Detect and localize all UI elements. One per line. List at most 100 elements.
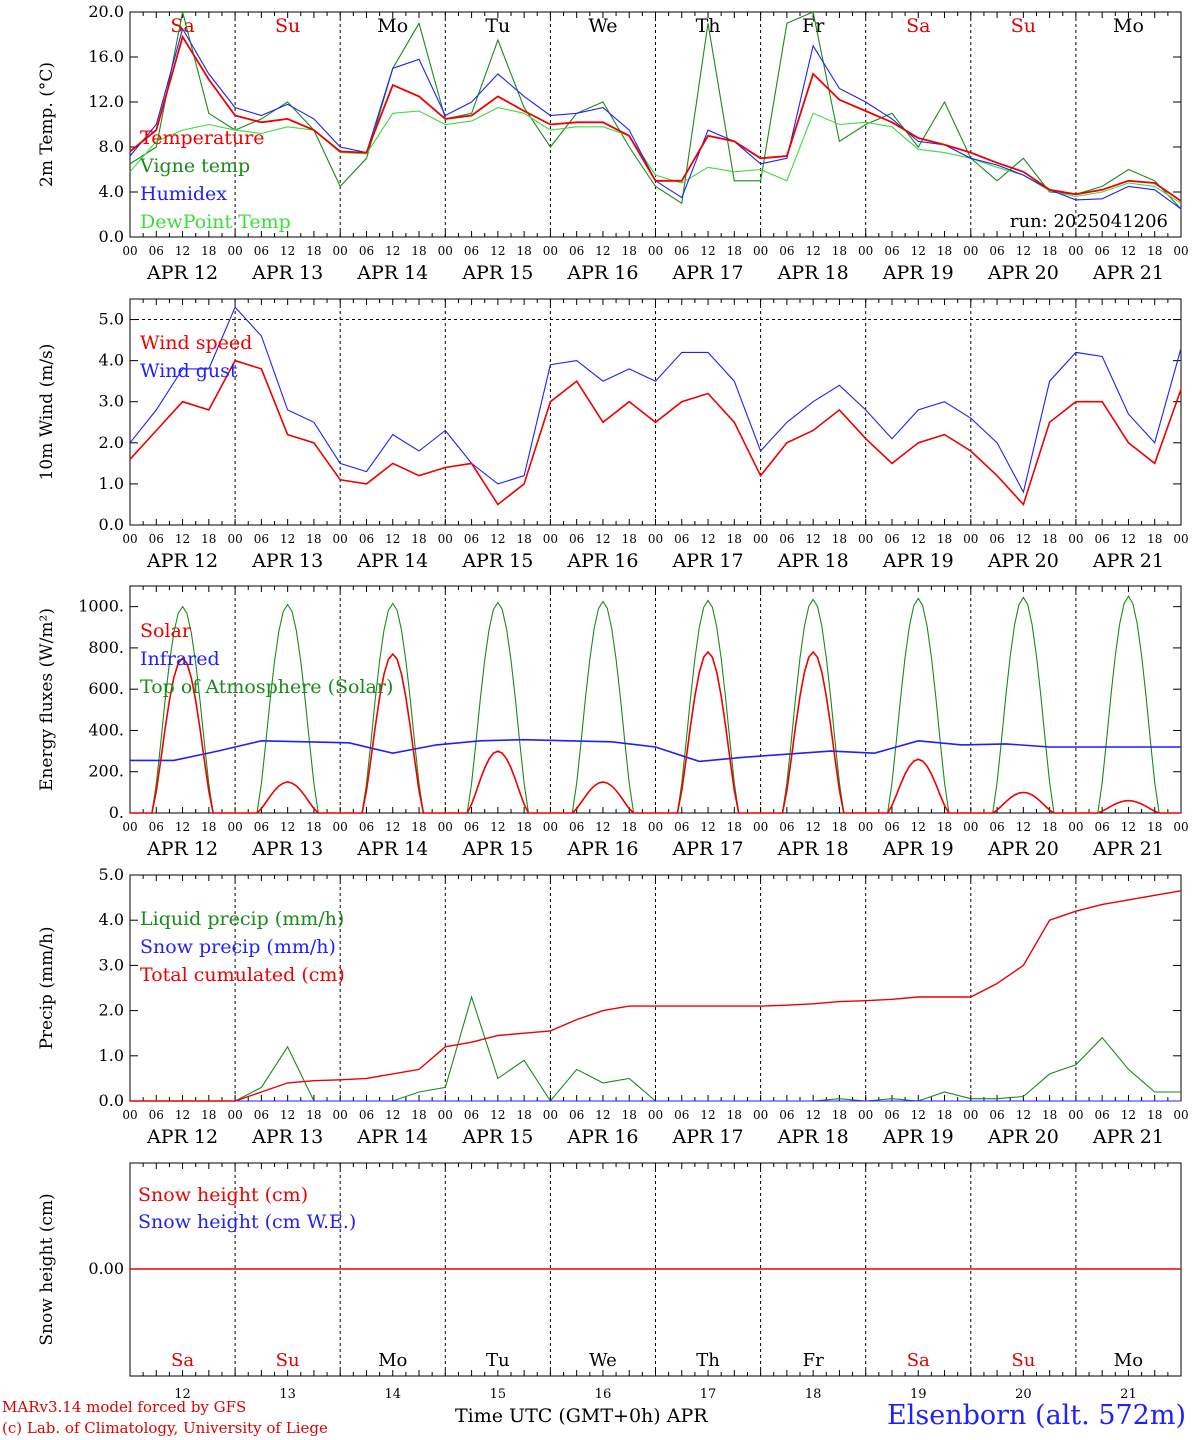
hour-tick-label: 12	[911, 532, 926, 546]
y-tick-label: 3.0	[99, 955, 124, 974]
hour-tick-label: 06	[359, 1108, 374, 1122]
legend-entry: DewPoint Temp	[140, 211, 291, 233]
day-number-label: 21	[1120, 1387, 1137, 1402]
hour-tick-label: 00	[963, 532, 978, 546]
hour-tick-label: 12	[595, 1108, 610, 1122]
hour-tick-label: 18	[727, 532, 742, 546]
weekday-label: Su	[275, 15, 300, 37]
y-tick-label: 20.0	[88, 2, 124, 21]
hour-tick-label: 00	[1173, 1108, 1188, 1122]
date-label: APR 18	[777, 1126, 849, 1148]
hour-tick-label: 18	[201, 820, 216, 834]
y-tick-label: 3.0	[99, 392, 124, 411]
hour-tick-label: 12	[1016, 532, 1031, 546]
hour-tick-label: 06	[149, 532, 164, 546]
hour-tick-label: 06	[254, 820, 269, 834]
weekday-label: Sa	[907, 1350, 930, 1371]
weekday-label: Mo	[377, 15, 408, 37]
hour-tick-label: 00	[333, 244, 348, 258]
hour-tick-label: 06	[884, 244, 899, 258]
day-number-label: 13	[279, 1387, 296, 1402]
date-label: APR 18	[777, 838, 849, 860]
hour-tick-label: 00	[963, 820, 978, 834]
hour-tick-label: 12	[700, 1108, 715, 1122]
weekday-label: Su	[276, 1350, 300, 1371]
day-number-label: 16	[595, 1387, 612, 1402]
date-label: APR 14	[356, 838, 428, 860]
y-tick-label: 0.	[109, 803, 124, 822]
hour-tick-label: 06	[359, 532, 374, 546]
weekday-label: Su	[1011, 15, 1036, 37]
hour-tick-label: 06	[569, 244, 584, 258]
hour-tick-label: 00	[438, 244, 453, 258]
hour-tick-label: 00	[1068, 820, 1083, 834]
hour-tick-label: 18	[306, 1108, 321, 1122]
hour-tick-label: 00	[438, 1108, 453, 1122]
date-label: APR 16	[566, 1126, 638, 1148]
hour-tick-label: 18	[1042, 1108, 1057, 1122]
date-label: APR 13	[251, 838, 323, 860]
weekday-label: Mo	[1114, 1350, 1143, 1371]
station-label: Elsenborn (alt. 572m)	[887, 1400, 1186, 1431]
hour-tick-label: 00	[543, 820, 558, 834]
y-tick-label: 1.0	[99, 474, 124, 493]
hour-tick-label: 18	[201, 532, 216, 546]
date-label: APR 17	[672, 838, 744, 860]
hour-tick-label: 12	[490, 532, 505, 546]
hour-tick-label: 06	[884, 532, 899, 546]
hour-tick-label: 00	[648, 532, 663, 546]
y-tick-label: 5.0	[99, 310, 124, 329]
hour-tick-label: 18	[1147, 532, 1162, 546]
day-number-label: 17	[700, 1387, 717, 1402]
hour-tick-label: 06	[779, 820, 794, 834]
hour-tick-label: 00	[858, 244, 873, 258]
day-number-label: 12	[174, 1387, 191, 1402]
hour-tick-label: 12	[1121, 532, 1136, 546]
y-tick-label: 16.0	[88, 47, 124, 66]
y-tick-label: 4.0	[99, 351, 124, 370]
hour-tick-label: 06	[464, 820, 479, 834]
legend-entry: Humidex	[140, 183, 227, 205]
hour-tick-label: 18	[306, 532, 321, 546]
y-tick-label: 0.0	[99, 227, 124, 246]
hour-tick-label: 06	[149, 1108, 164, 1122]
hour-tick-label: 12	[911, 244, 926, 258]
hour-tick-label: 12	[700, 820, 715, 834]
hour-tick-label: 00	[543, 532, 558, 546]
hour-tick-label: 18	[411, 244, 426, 258]
date-label: APR 19	[882, 1126, 954, 1148]
hour-tick-label: 12	[806, 1108, 821, 1122]
hour-tick-label: 12	[280, 244, 295, 258]
hour-tick-label: 00	[753, 244, 768, 258]
hour-tick-label: 18	[832, 820, 847, 834]
date-label: APR 12	[146, 550, 218, 572]
date-label: APR 18	[777, 262, 849, 284]
date-label: APR 14	[356, 1126, 428, 1148]
hour-tick-label: 18	[411, 820, 426, 834]
hour-tick-label: 12	[1121, 1108, 1136, 1122]
hour-tick-label: 12	[806, 820, 821, 834]
hour-tick-label: 00	[227, 820, 242, 834]
date-label: APR 19	[882, 262, 954, 284]
weekday-label: Tu	[485, 15, 510, 37]
hour-tick-label: 12	[280, 820, 295, 834]
hour-tick-label: 06	[359, 244, 374, 258]
y-axis-label: 2m Temp. (°C)	[37, 62, 57, 187]
y-tick-label: 2.0	[99, 1001, 124, 1020]
legend-entry: Vigne temp	[139, 155, 250, 177]
hour-tick-label: 00	[753, 532, 768, 546]
weekday-label: We	[589, 1350, 617, 1371]
day-number-label: 14	[384, 1387, 401, 1402]
y-tick-label: 5.0	[99, 865, 124, 884]
weekday-label: Su	[1011, 1350, 1035, 1371]
weekday-label: Fr	[802, 15, 825, 37]
hour-tick-label: 06	[149, 244, 164, 258]
y-axis-label: Energy fluxes (W/m²)	[37, 608, 57, 791]
hour-tick-label: 06	[359, 820, 374, 834]
hour-tick-label: 06	[989, 244, 1004, 258]
day-number-label: 15	[490, 1387, 507, 1402]
date-label: APR 12	[146, 838, 218, 860]
hour-tick-label: 12	[595, 532, 610, 546]
date-label: APR 17	[672, 262, 744, 284]
credit-model: MARv3.14 model forced by GFS	[2, 1398, 247, 1416]
